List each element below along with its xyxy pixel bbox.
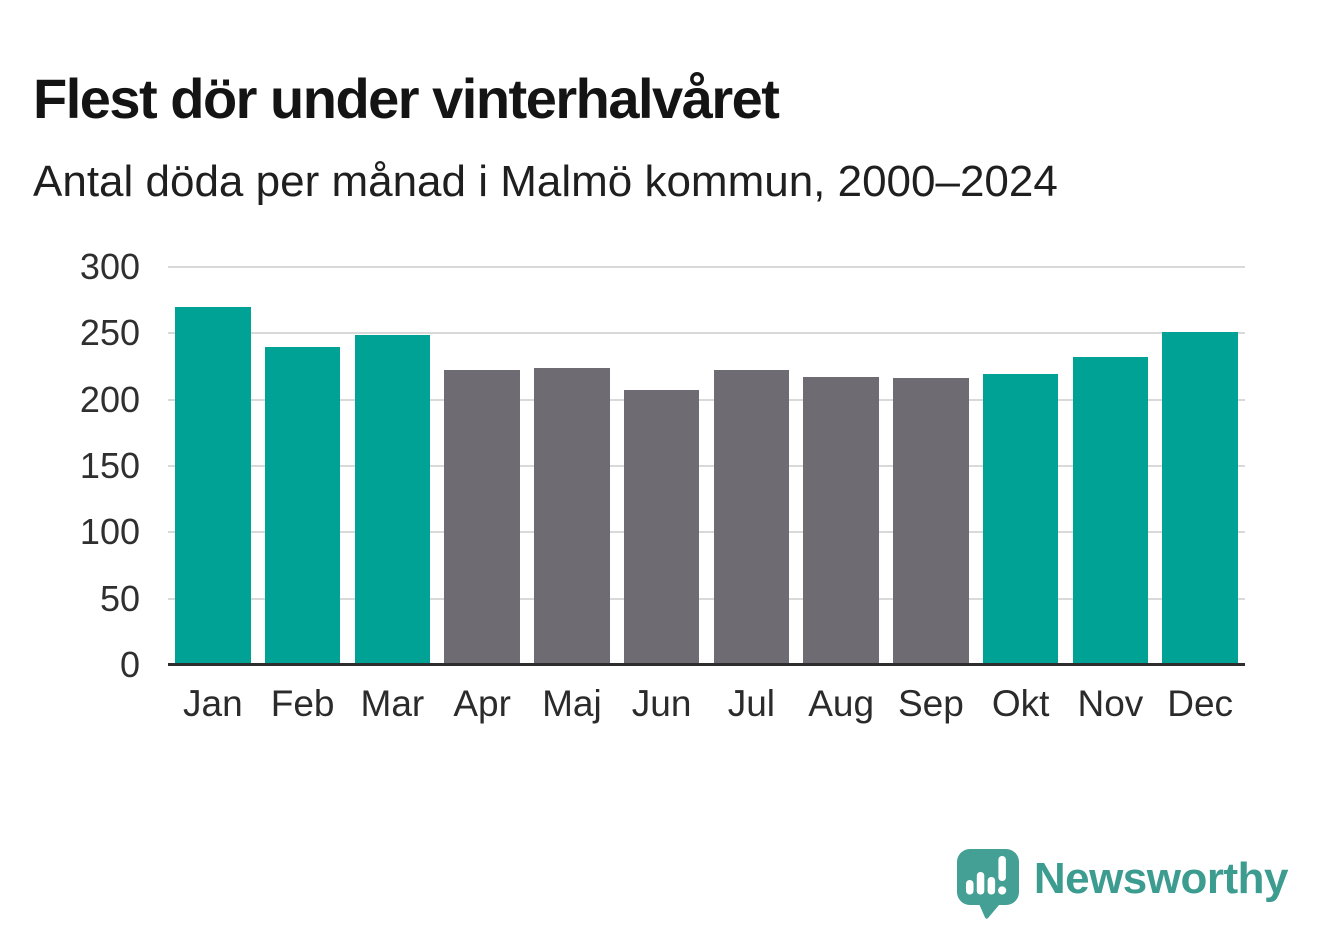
bar-apr [444,370,520,665]
x-tick-label-mar: Mar [360,683,425,724]
bar-slot-maj [527,267,617,665]
x-tick-label-dec: Dec [1167,683,1234,724]
newsworthy-bubble-chart-icon [956,849,1019,919]
y-tick-label-200: 200 [79,378,140,420]
bar-aug [803,377,879,665]
gridline-200 [168,398,1245,401]
x-axis: Jan Feb Mar Apr Maj Jun Jul Aug Sep Okt Nov Dec [168,665,1245,722]
x-tick-label-nov: Nov [1077,683,1144,724]
x-tick-label-sep: Sep [897,683,964,724]
bar-slot-sep [886,267,976,665]
x-tick-label-jan: Jan [183,683,243,724]
x-tick-label-feb: Feb [270,683,335,724]
bar-slot-aug [796,267,886,665]
bar-sep [893,378,969,665]
bars-row [168,267,1245,665]
chart-title: Flest dör under vinterhalvåret [33,66,780,130]
newsworthy-logo-text: Newsworthy [1033,854,1289,903]
gridline-100 [168,531,1245,534]
x-tick-label-jul: Jul [727,683,776,724]
y-tick-label-150: 150 [79,445,140,486]
x-tick-label-aug: Aug [808,683,875,724]
gridline-150 [168,465,1245,467]
x-tick-label-apr: Apr [453,683,511,724]
bar-mar [354,334,431,665]
x-axis-line [168,663,1245,666]
bar-feb [264,346,341,665]
chart-subtitle: Antal döda per månad i Malmö kommun, 200… [33,157,1058,206]
bar-chart: 0 50 100 150 200 250 300 Jan Feb Mar Apr Maj Jun Jul… [58,249,1245,737]
bar-slot-apr [437,267,527,665]
x-tick-label-jun: Jun [631,683,692,724]
gridline-250 [168,332,1245,335]
plot-area [168,266,1245,666]
bar-slot-jul [707,267,797,665]
bar-slot-jun [617,267,707,665]
bar-maj [534,367,610,665]
y-tick-label-50: 50 [99,577,140,619]
bar-jan [175,306,251,665]
newsworthy-logo: Newsworthy [955,847,1289,921]
y-axis: 0 50 100 150 200 250 300 [58,249,140,683]
x-tick-label-okt: Okt [991,683,1050,724]
bar-dec [1162,332,1238,665]
gridline-50 [168,597,1245,600]
y-tick-label-250: 250 [79,312,140,354]
bar-slot-nov [1066,267,1156,665]
y-tick-label-300: 300 [79,246,140,287]
y-tick-label-100: 100 [79,511,140,553]
bar-nov [1072,357,1149,665]
bar-slot-okt [976,267,1066,665]
y-tick-label-0: 0 [119,644,140,685]
bar-jun [623,390,700,665]
bar-slot-dec [1155,267,1245,665]
x-tick-label-maj: Maj [542,683,602,724]
gridline-300 [168,266,1245,268]
bar-slot-mar [348,267,438,665]
bar-jul [713,370,790,665]
bar-okt [982,374,1059,665]
bar-slot-jan [168,267,258,665]
bar-slot-feb [258,267,348,665]
